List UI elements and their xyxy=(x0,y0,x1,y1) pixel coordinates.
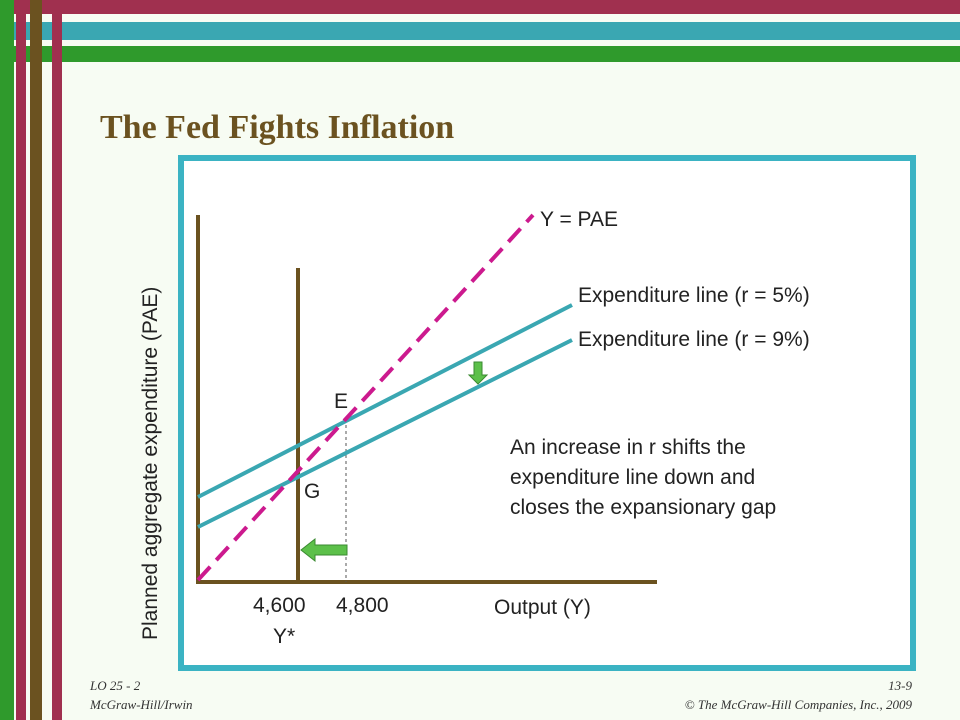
point-label: E xyxy=(334,390,348,413)
stripe xyxy=(52,0,62,720)
line-label: Expenditure line (r = 9%) xyxy=(578,328,810,351)
expenditure-line-5 xyxy=(197,303,573,499)
y-equals-pae-line xyxy=(196,213,535,582)
footer-right: 13-9 xyxy=(888,678,912,693)
y-axis-label: Planned aggregate expenditure (PAE) xyxy=(139,287,162,640)
expenditure-line-9 xyxy=(197,338,573,529)
title: The Fed Fights Inflation xyxy=(100,109,454,146)
stripe xyxy=(30,0,42,720)
annotation: expenditure line down and xyxy=(510,466,755,489)
annotation: An increase in r shifts the xyxy=(510,436,746,459)
shift-arrow xyxy=(467,361,489,385)
x-axis-label: Output (Y) xyxy=(494,596,591,619)
potential-output-label: Y* xyxy=(273,625,295,648)
footer-left: McGraw-Hill/Irwin xyxy=(89,697,193,712)
x-label: 4,600 xyxy=(253,594,306,617)
gap-arrow xyxy=(300,537,348,563)
annotation: closes the expansionary gap xyxy=(510,496,776,519)
footer-left: LO 25 - 2 xyxy=(89,678,141,693)
footer-right: © The McGraw-Hill Companies, Inc., 2009 xyxy=(685,697,913,712)
point-label: G xyxy=(304,480,320,503)
stripe xyxy=(16,0,26,720)
diagram-frame xyxy=(178,155,916,671)
stripe xyxy=(0,0,960,14)
stripe xyxy=(0,46,960,62)
stripe xyxy=(0,0,14,720)
line-label: Y = PAE xyxy=(540,208,618,231)
x-label: 4,800 xyxy=(336,594,389,617)
stripe xyxy=(0,22,960,40)
line-label: Expenditure line (r = 5%) xyxy=(578,284,810,307)
